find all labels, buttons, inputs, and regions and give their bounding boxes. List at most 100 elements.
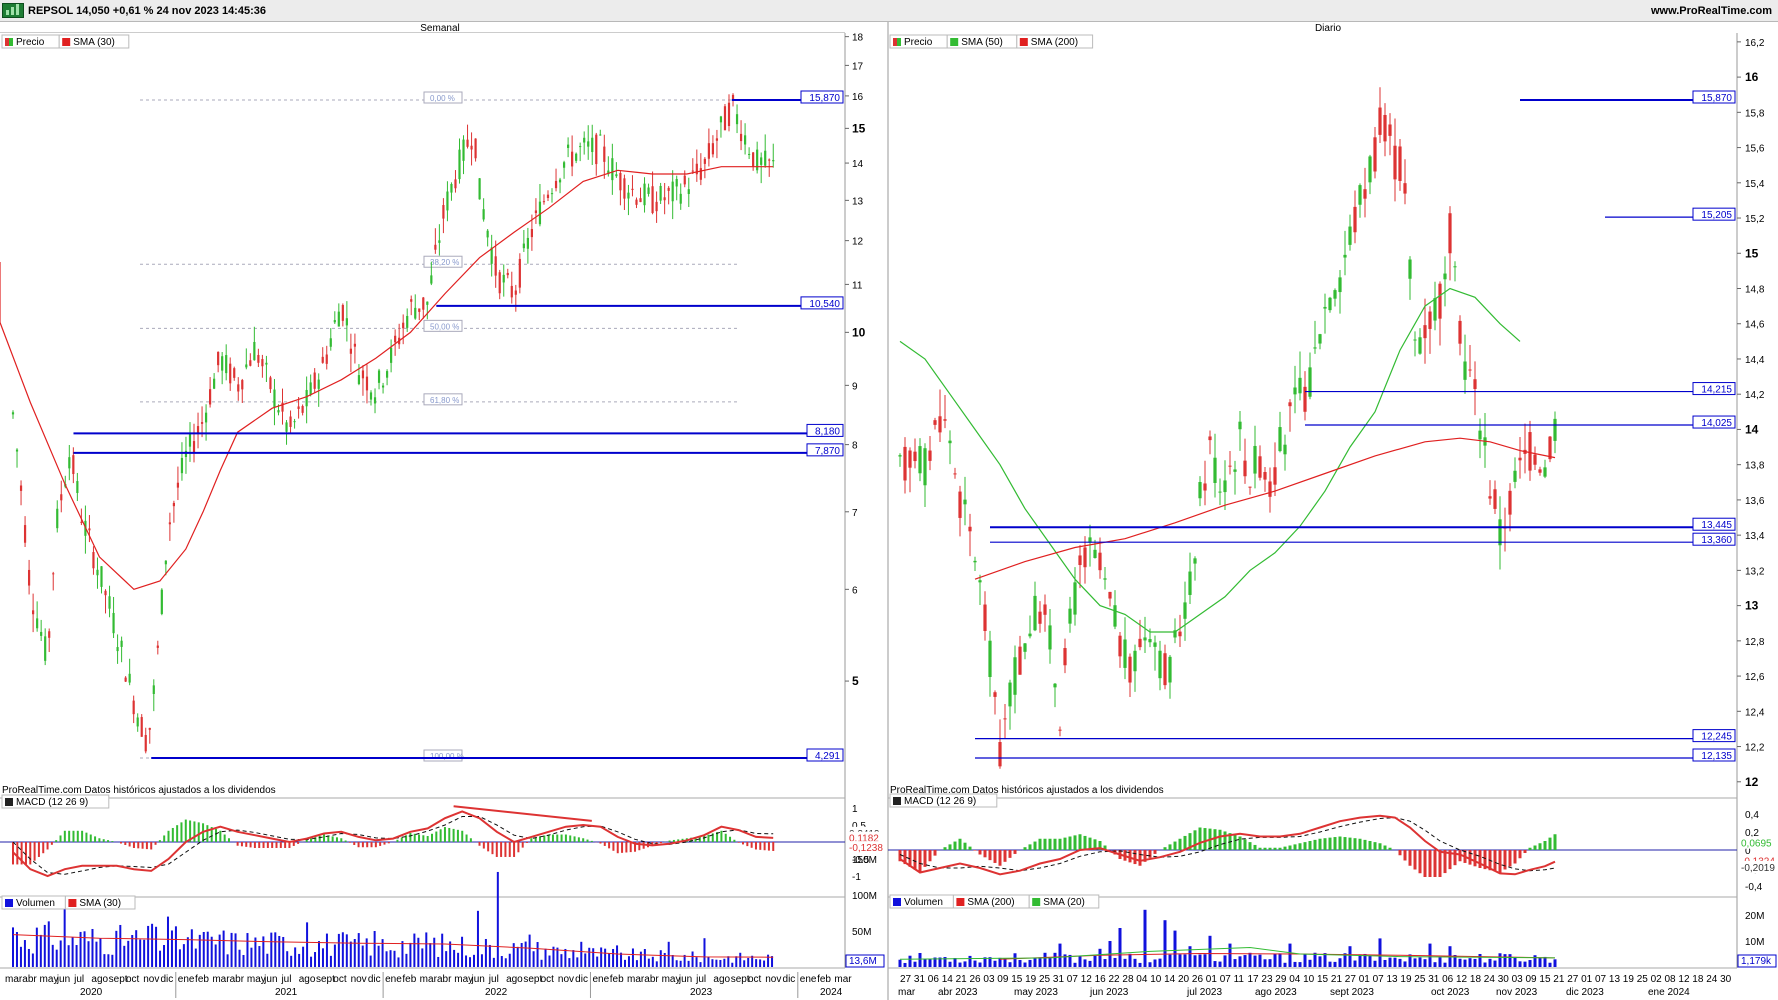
- daily-candle-body: [948, 440, 952, 444]
- left-x-month-label: ago: [91, 974, 108, 985]
- right-macd-legend-box: [889, 793, 998, 808]
- weekly-candle-body: [731, 94, 735, 101]
- right-macd-hist: [1458, 850, 1462, 862]
- left-volume-bar: [131, 935, 134, 967]
- right-macd-hist: [1533, 845, 1537, 850]
- daily-candle-body: [943, 419, 947, 421]
- weekly-candle-body: [333, 320, 336, 323]
- right-volume-value-box: [1737, 954, 1777, 968]
- left-macd-hist: [513, 842, 516, 857]
- weekly-candle-body: [679, 193, 682, 204]
- weekly-candle-body: [341, 305, 344, 321]
- weekly-candle-body: [120, 640, 123, 647]
- right-macd-hist: [1343, 837, 1347, 850]
- left-macd-hist: [63, 830, 66, 842]
- daily-candle-body: [1468, 369, 1472, 371]
- left-macd-hist: [409, 833, 412, 842]
- left-macd-hist: [16, 842, 19, 865]
- left-macd-hist: [335, 837, 338, 842]
- left-volume-bar: [759, 959, 762, 967]
- right-y-tick-label: 14,8: [1745, 285, 1765, 296]
- left-x-month-label: sept: [316, 974, 335, 985]
- weekly-candle-body: [434, 244, 437, 250]
- weekly-candle-body: [627, 192, 630, 199]
- left-volume-bar: [663, 952, 666, 967]
- left-volume-bar: [389, 950, 392, 967]
- weekly-candle-body: [100, 566, 103, 587]
- right-x-day-label: 27: [1345, 974, 1357, 985]
- weekly-candle-body: [623, 178, 626, 199]
- left-volume-bar: [163, 945, 166, 967]
- right-volume-bar: [973, 960, 977, 967]
- weekly-candle-body: [414, 307, 417, 319]
- weekly-candle-body: [192, 441, 196, 453]
- left-macd-hist: [405, 835, 408, 842]
- weekly-candle-body: [703, 158, 706, 164]
- left-macd-hist: [720, 830, 723, 842]
- daily-candle-body: [1023, 643, 1027, 652]
- left-x-month-label: may: [454, 974, 473, 985]
- left-volume-bar: [306, 922, 309, 967]
- left-macd-legend-swatch: [5, 798, 13, 806]
- left-volume-bar: [488, 944, 491, 967]
- daily-candle-body: [1113, 605, 1117, 627]
- left-volume-value: 13,6M: [849, 956, 877, 967]
- left-macd-hist: [42, 842, 45, 854]
- left-volume-bar: [572, 950, 575, 967]
- right-volume-tick: 20M: [1745, 911, 1764, 922]
- weekly-candle-body: [478, 178, 481, 200]
- right-macd-line: [899, 814, 1556, 876]
- daily-candle-body: [918, 446, 922, 474]
- daily-candle-body: [1433, 298, 1437, 321]
- weekly-candle-body: [229, 363, 232, 384]
- weekly-candle-body: [502, 274, 505, 283]
- left-x-month-label: ago: [506, 974, 523, 985]
- right-volume-bar: [1393, 957, 1397, 967]
- left-x-month-label: feb: [610, 974, 624, 985]
- daily-candle-body: [1368, 156, 1372, 183]
- right-volume-bar: [1208, 935, 1212, 967]
- right-x-day-label: 15: [1539, 974, 1551, 985]
- right-volume-bar: [1088, 960, 1092, 967]
- left-volume-bar: [461, 936, 464, 967]
- weekly-candle-body: [60, 494, 63, 501]
- left-volume-bar: [743, 960, 746, 967]
- right-volume-bar: [1033, 957, 1037, 967]
- daily-candle-body: [1513, 470, 1517, 482]
- left-volume-bar: [51, 944, 54, 967]
- right-x-day-label: 12: [1678, 974, 1690, 985]
- left-volume-bar: [584, 953, 587, 967]
- right-y-tick-label: 15,2: [1745, 214, 1765, 225]
- weekly-candle-body: [699, 168, 702, 180]
- right-macd-hist: [1203, 828, 1207, 850]
- right-x-day-label: 31: [1053, 974, 1065, 985]
- weekly-candle-body: [188, 433, 192, 447]
- left-macd-hist: [711, 833, 714, 842]
- right-x-month-label: nov 2023: [1496, 987, 1538, 998]
- daily-candle-body: [988, 640, 992, 678]
- weekly-candle-body: [253, 341, 256, 361]
- left-macd-hist: [655, 842, 658, 845]
- left-macd-hist: [491, 842, 494, 855]
- left-macd-hist: [435, 831, 438, 842]
- left-x-month-label: abr: [22, 974, 37, 985]
- daily-candle-body: [1053, 683, 1057, 688]
- right-macd-hist: [983, 850, 987, 858]
- daily-candle-body: [1378, 107, 1382, 135]
- left-y-tick-label: 7: [852, 508, 858, 519]
- daily-candle-body: [1018, 646, 1022, 675]
- weekly-candle-body: [558, 179, 562, 183]
- right-macd-tick: 0,4: [1745, 810, 1759, 821]
- daily-candle-body: [1283, 444, 1287, 455]
- left-macd-hist: [76, 830, 79, 842]
- right-macd-hist: [1518, 850, 1522, 859]
- left-volume-bar: [246, 933, 249, 967]
- left-macd-hist: [590, 840, 593, 842]
- right-macd-hist: [1318, 838, 1322, 850]
- left-macd-hist: [314, 837, 317, 842]
- right-x-day-label: 01: [1359, 974, 1371, 985]
- left-volume-bar: [341, 932, 344, 967]
- left-macd-hist: [448, 827, 451, 842]
- daily-level-label: 14,025: [1701, 418, 1732, 429]
- weekly-level-box: [800, 296, 844, 310]
